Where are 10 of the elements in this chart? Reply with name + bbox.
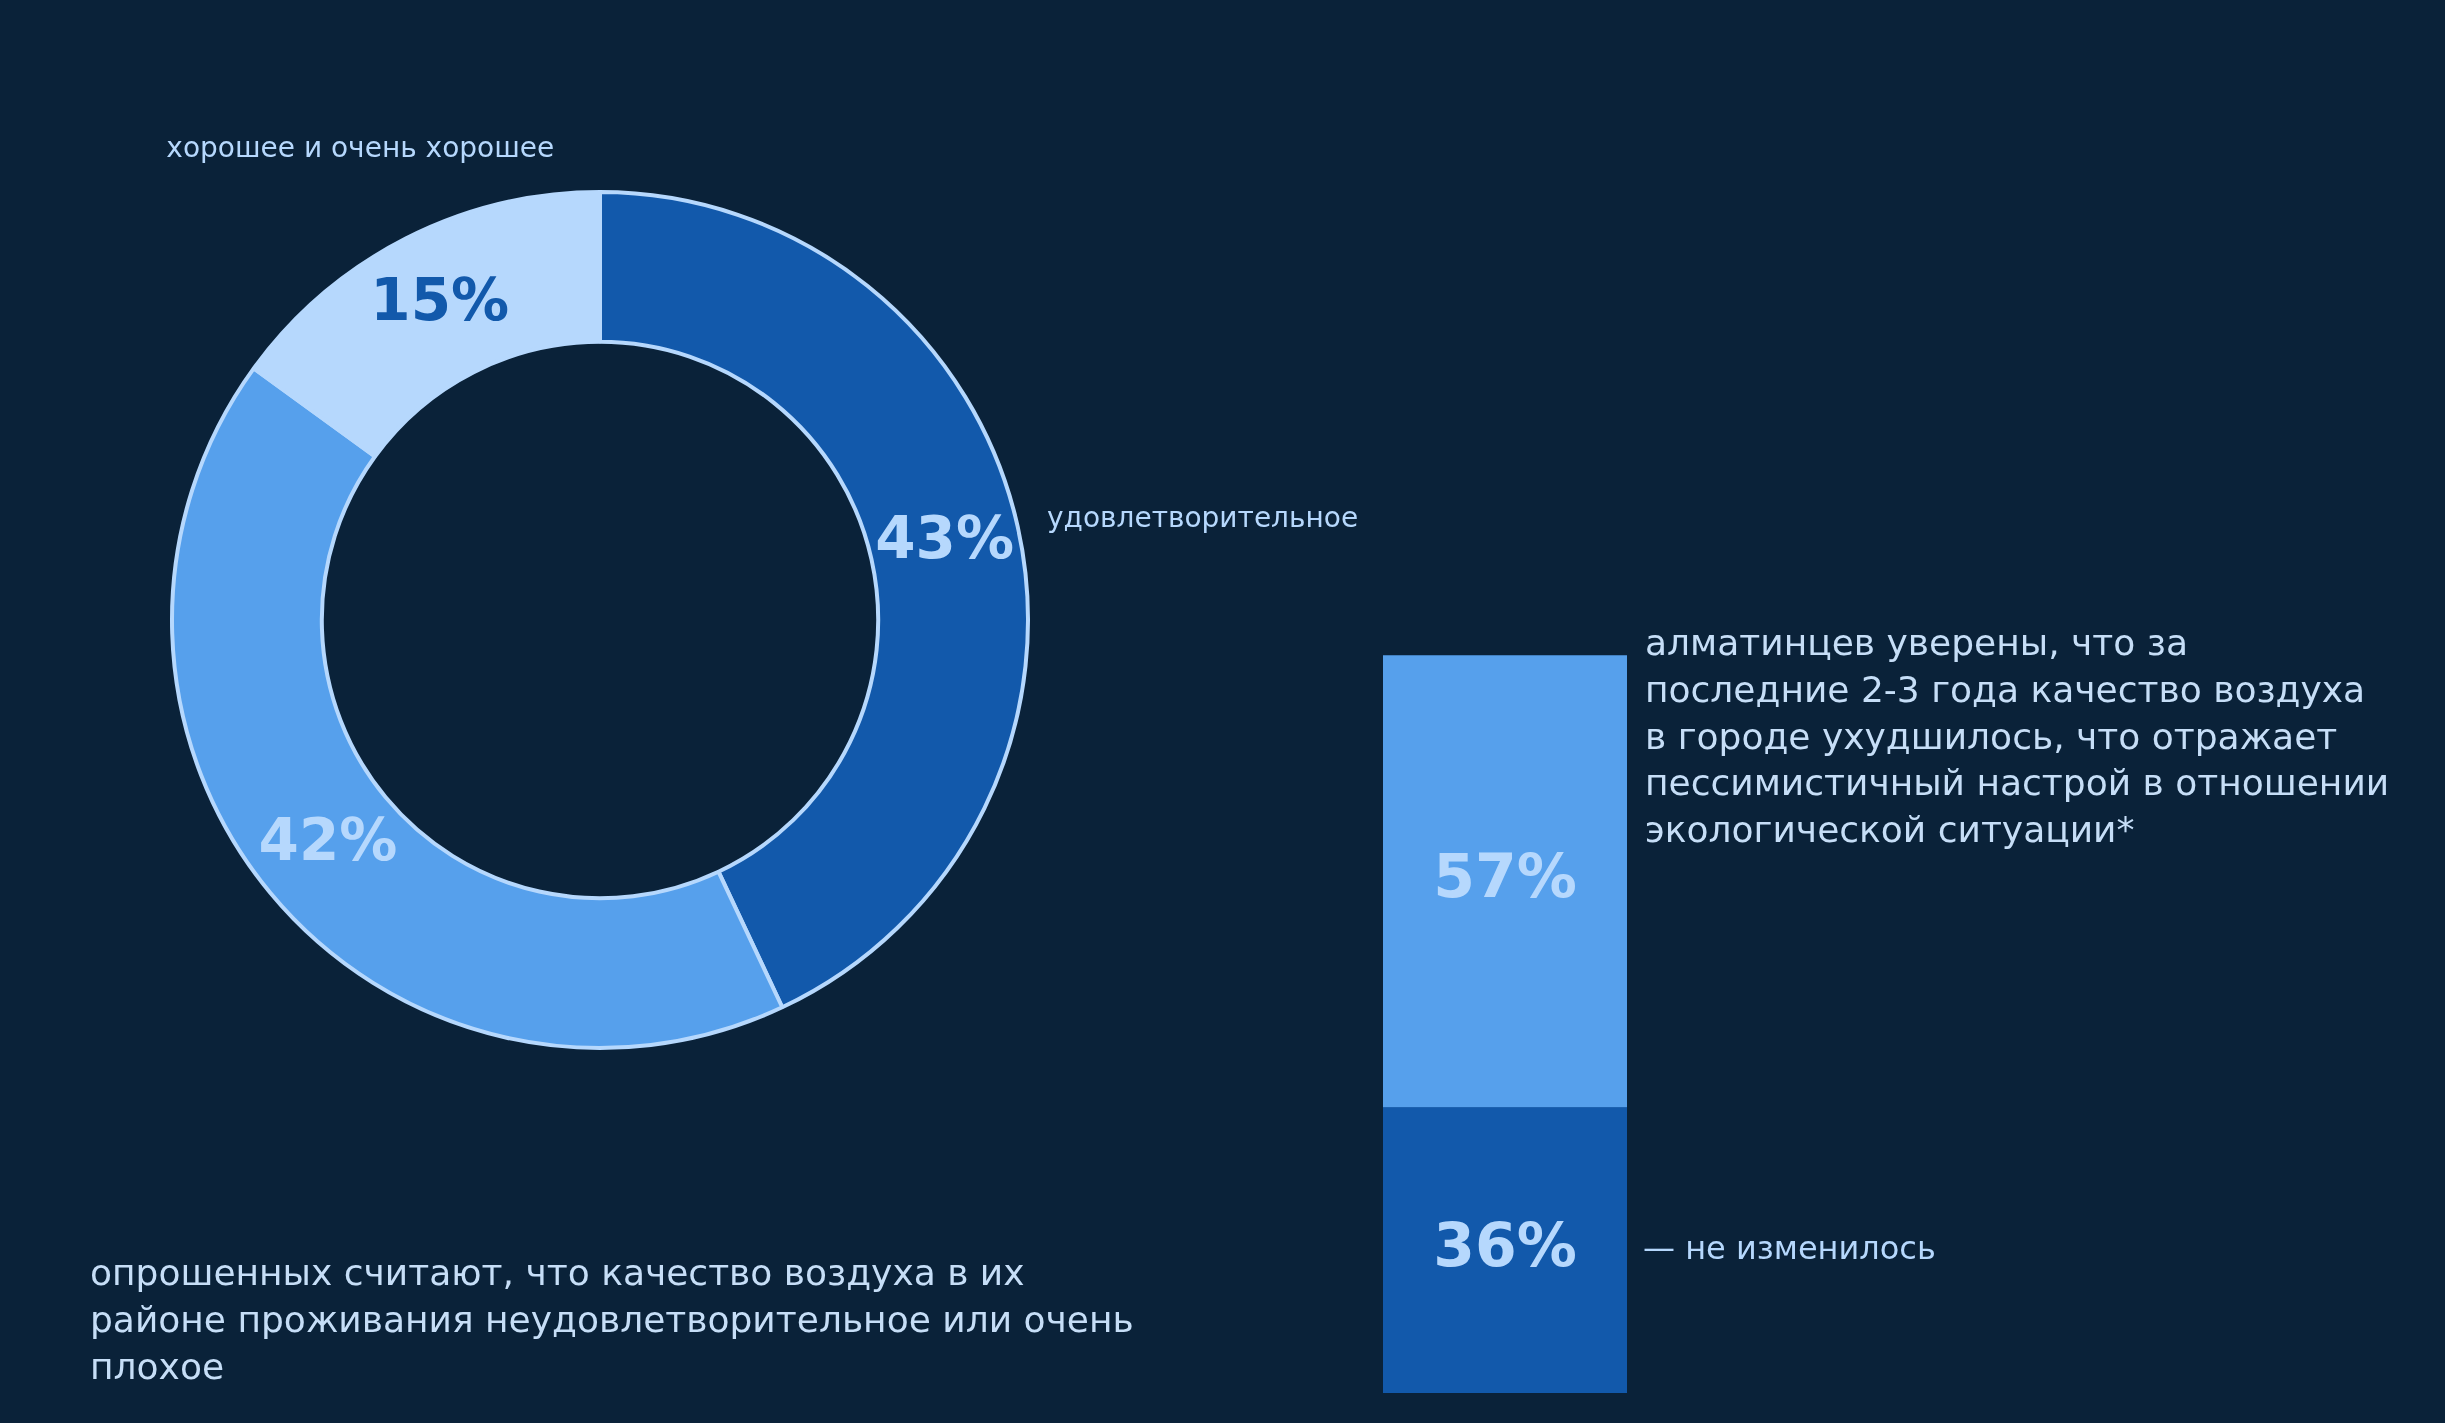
data-label: 43% — [875, 504, 1015, 573]
data-label: 36% — [1433, 1209, 1577, 1280]
slice-label: хорошее и очень хорошее — [166, 130, 555, 164]
text: алматинцев уверены, что за последние 2-3 года качество воздуха в городе ухудшилось, что отражает пессимистичный настрой в отношении экологической ситуации* — [1645, 621, 2391, 853]
data-label: 42% — [258, 806, 398, 875]
data-label: 15% — [370, 266, 510, 335]
text: опрошенных считают, что качество воздуха в их районе проживания неудовлетворительное или очень плохое — [90, 1251, 1135, 1389]
data-label: 57% — [1433, 841, 1577, 912]
series-label: — не изменилось — [1643, 1228, 1936, 1267]
slice-label: удовлетворительное — [1046, 501, 1359, 535]
